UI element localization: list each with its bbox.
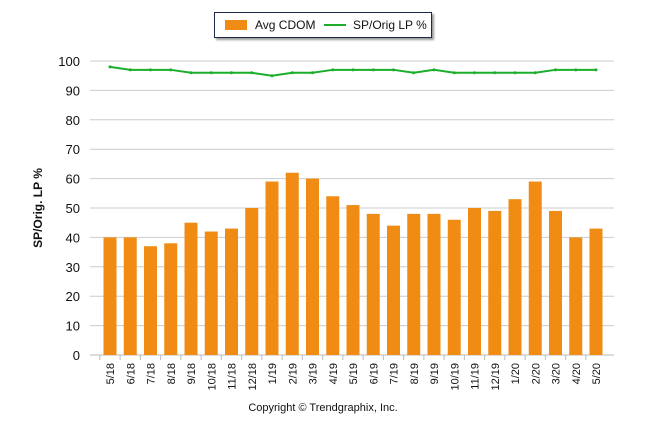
bar <box>164 243 178 355</box>
line-point <box>432 68 436 72</box>
line-point <box>473 71 476 75</box>
bar <box>589 228 603 355</box>
y-tick-label: 80 <box>66 113 80 128</box>
line-point <box>311 71 314 75</box>
y-tick-label: 100 <box>58 54 80 69</box>
line-point <box>270 74 274 78</box>
x-tick-label: 12/19 <box>490 363 502 391</box>
x-tick-label: 12/18 <box>247 363 259 391</box>
line-point <box>594 68 598 72</box>
bar <box>407 213 421 355</box>
bar <box>427 213 441 355</box>
bar <box>569 237 583 355</box>
y-tick-label: 0 <box>73 348 80 363</box>
bar <box>528 181 542 355</box>
x-tick-label: 1/19 <box>267 363 279 384</box>
legend-swatch-sp-orig-lp <box>324 24 346 26</box>
bar <box>265 181 279 355</box>
x-tick-label: 5/18 <box>105 363 117 384</box>
x-tick-label: 7/18 <box>146 363 158 384</box>
y-tick-label: 20 <box>66 289 80 304</box>
bar <box>123 237 137 355</box>
line-point <box>371 68 375 72</box>
x-tick-label: 6/18 <box>125 363 137 384</box>
bar <box>488 210 502 355</box>
bar <box>508 199 522 355</box>
x-tick-label: 2/20 <box>530 363 542 384</box>
x-tick-label: 7/19 <box>389 363 401 384</box>
x-tick-label: 3/19 <box>308 363 320 384</box>
line-point <box>189 71 193 75</box>
line-point <box>149 68 152 72</box>
y-tick-label: 10 <box>66 319 80 334</box>
bar <box>103 237 117 355</box>
line-point <box>412 71 416 75</box>
line-point <box>351 68 355 72</box>
y-tick-label: 50 <box>66 201 80 216</box>
line-point <box>493 71 497 75</box>
x-tick-label: 8/19 <box>409 363 421 384</box>
y-axis-label: SP/Orig. LP % <box>31 168 45 248</box>
bar <box>468 208 481 355</box>
x-tick-label: 11/19 <box>470 363 482 390</box>
bar <box>387 225 400 355</box>
x-tick-label: 10/18 <box>206 363 218 391</box>
x-tick-label: 4/20 <box>571 363 583 384</box>
bar <box>184 222 198 355</box>
x-tick-label: 8/18 <box>166 363 178 384</box>
x-tick-label: 9/18 <box>186 363 198 384</box>
x-tick-label: 10/19 <box>449 363 461 391</box>
line-point <box>452 71 456 75</box>
x-tick-label: 6/19 <box>368 363 380 384</box>
x-tick-label: 4/19 <box>328 363 340 384</box>
x-tick-label: 3/20 <box>551 363 563 384</box>
y-tick-label: 70 <box>66 142 80 157</box>
x-tick-label: 2/19 <box>287 363 299 384</box>
bar <box>225 228 238 355</box>
bar <box>306 178 319 355</box>
line-point <box>513 71 517 75</box>
bar <box>204 231 218 355</box>
bar <box>326 196 340 355</box>
line-point <box>574 68 578 72</box>
y-tick-label: 60 <box>66 172 80 187</box>
x-tick-label: 1/20 <box>510 363 522 384</box>
line-point <box>230 71 233 75</box>
y-tick-label: 30 <box>66 260 80 275</box>
x-tick-label: 11/18 <box>227 363 239 390</box>
line-point <box>392 68 395 72</box>
line-point <box>209 71 213 75</box>
bar <box>346 205 360 355</box>
line-point <box>290 71 294 75</box>
bar <box>285 172 299 355</box>
y-tick-label: 90 <box>66 83 80 98</box>
x-tick-label: 9/19 <box>429 363 441 384</box>
y-tick-label: 40 <box>66 230 80 245</box>
x-tick-label: 5/20 <box>591 363 603 384</box>
bar <box>549 210 562 355</box>
line-point <box>108 65 112 69</box>
line-point <box>331 68 335 72</box>
legend-label-sp-orig-lp: SP/Orig LP % <box>353 18 427 32</box>
line-point <box>554 68 557 72</box>
bar <box>366 213 380 355</box>
line-point <box>128 68 132 72</box>
legend-swatch-avg-cdom <box>225 20 247 30</box>
bar <box>447 219 461 355</box>
line-point <box>533 71 537 75</box>
x-tick-label: 5/19 <box>348 363 360 384</box>
bar <box>144 246 157 355</box>
copyright: Copyright © Trendgraphix, Inc. <box>248 402 398 414</box>
line-point <box>250 71 254 75</box>
line-point <box>169 68 173 72</box>
legend-label-avg-cdom: Avg CDOM <box>255 18 316 32</box>
bar <box>245 208 259 355</box>
legend: Avg CDOM SP/Orig LP % <box>214 12 432 38</box>
